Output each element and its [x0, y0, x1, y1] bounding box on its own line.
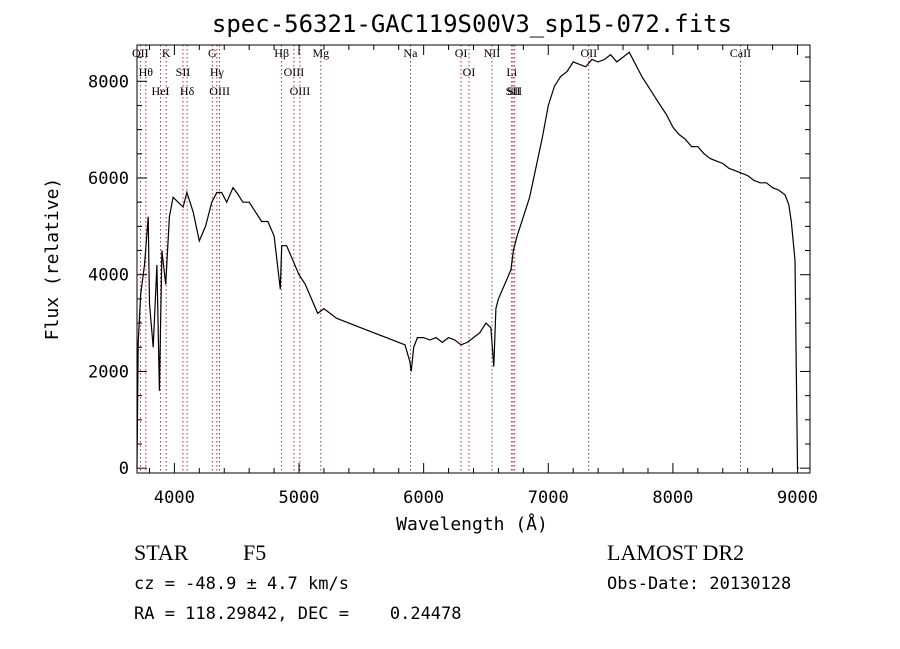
x-tick-label: 5000: [279, 488, 320, 508]
line-label: G: [208, 46, 217, 60]
line-label: OIII: [209, 84, 230, 98]
line-label: SII: [176, 65, 191, 79]
line-labels-group: OII Hθ HeI K SII Hδ G Hγ OIII Hβ OIII OIII Mg Na OI OI N…: [132, 46, 751, 98]
line-label: Hγ: [210, 65, 225, 79]
line-label: OI: [455, 46, 468, 60]
line-label: OI: [463, 65, 476, 79]
line-label: OII: [132, 46, 149, 60]
line-label: OIII: [290, 84, 311, 98]
x-tick-label: 8000: [652, 488, 693, 508]
x-axis: 4000 5000 6000 7000 8000 9000: [148, 45, 818, 508]
y-axis-label: Flux (relative): [42, 178, 63, 341]
x-tick-label: 9000: [777, 488, 818, 508]
x-tick-label: 6000: [403, 488, 444, 508]
y-tick-label: 0: [119, 459, 129, 479]
spectrum-series-line: [136, 51, 799, 469]
line-label: SII: [506, 84, 521, 98]
line-label: HeI: [152, 84, 170, 98]
line-label: Hθ: [139, 65, 154, 79]
y-tick-label: 4000: [88, 266, 129, 286]
y-tick-label: 8000: [88, 72, 129, 92]
line-label: SII: [507, 84, 522, 98]
line-label: Hβ: [274, 46, 289, 60]
line-label: NII: [484, 46, 501, 60]
chart-title: spec-56321-GAC119S00V3_sp15-072.fits: [212, 10, 732, 38]
line-label: OII: [580, 46, 597, 60]
plot-frame: [136, 44, 811, 474]
survey-name: LAMOST DR2: [607, 540, 745, 565]
object-class: STAR: [134, 540, 189, 565]
observation-date: Obs-Date: 20130128: [607, 574, 792, 594]
line-label: Mg: [312, 46, 329, 60]
y-axis: 0 2000 4000 6000 8000: [88, 56, 810, 479]
object-subclass: F5: [243, 540, 267, 565]
x-tick-label: 4000: [154, 488, 195, 508]
y-tick-label: 6000: [88, 169, 129, 189]
line-label: CaII: [730, 46, 751, 60]
line-label: Li: [506, 65, 517, 79]
line-label: K: [162, 46, 171, 60]
coordinates: RA = 118.29842, DEC = 0.24478: [134, 604, 462, 624]
line-label: Na: [403, 46, 418, 60]
x-axis-label: Wavelength (Å): [396, 513, 548, 535]
line-markers-group: [139, 45, 741, 473]
x-tick-label: 7000: [528, 488, 569, 508]
redshift-velocity: cz = -48.9 ± 4.7 km/s: [134, 574, 349, 594]
y-tick-label: 2000: [88, 362, 129, 382]
line-label: OIII: [284, 65, 305, 79]
line-label: Hδ: [180, 84, 195, 98]
